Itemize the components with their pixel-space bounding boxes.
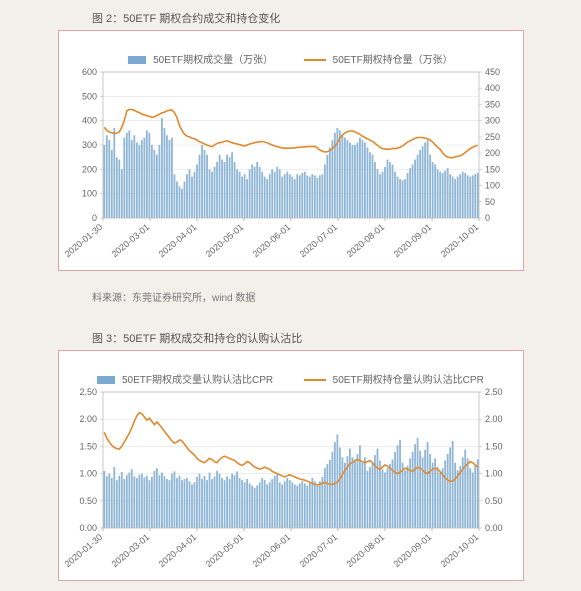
- svg-text:1.50: 1.50: [79, 441, 97, 451]
- fig3-chart: 50ETF期权成交量认购认沽比CPR 50ETF期权持仓量认购认沽比CPR 0.…: [61, 353, 521, 578]
- svg-text:0: 0: [91, 213, 96, 223]
- svg-text:2.00: 2.00: [485, 414, 503, 424]
- fig3-title: 图 3：50ETF 期权成交和持仓的认购认沽比: [0, 326, 581, 350]
- svg-text:2020-08-01: 2020-08-01: [344, 532, 386, 569]
- legend-bar-label: 50ETF期权成交量（万张）: [153, 55, 273, 66]
- svg-text:0.50: 0.50: [79, 496, 97, 506]
- svg-text:2.50: 2.50: [485, 388, 503, 397]
- fig2-title: 图 2：50ETF 期权合约成交和持仓变化: [0, 6, 581, 30]
- svg-text:600: 600: [81, 68, 96, 77]
- fig2-svg: 0 100 200 300 400 500 600 0 50 100 150 200 250 300 350…: [61, 68, 521, 268]
- svg-text:0.50: 0.50: [485, 496, 503, 506]
- svg-text:1.00: 1.00: [485, 469, 503, 479]
- svg-text:2020-07-01: 2020-07-01: [297, 532, 339, 569]
- svg-text:500: 500: [81, 91, 96, 101]
- svg-text:2020-09-01: 2020-09-01: [391, 222, 433, 259]
- legend-line-swatch: [304, 59, 326, 61]
- legend-bar-label: 50ETF期权成交量认购认沽比CPR: [122, 375, 273, 386]
- svg-text:2020-10-01: 2020-10-01: [438, 532, 480, 569]
- svg-text:100: 100: [81, 189, 96, 199]
- svg-text:0.00: 0.00: [485, 523, 503, 533]
- legend-line-label: 50ETF期权持仓量（万张）: [333, 55, 453, 66]
- svg-text:2020-08-01: 2020-08-01: [344, 222, 386, 259]
- svg-text:2020-04-01: 2020-04-01: [156, 222, 198, 259]
- svg-text:2020-05-01: 2020-05-01: [203, 222, 245, 259]
- svg-text:2.50: 2.50: [79, 388, 97, 397]
- svg-text:2020-03-01: 2020-03-01: [109, 532, 151, 569]
- svg-text:2.00: 2.00: [79, 414, 97, 424]
- svg-text:200: 200: [81, 164, 96, 174]
- svg-text:2020-04-01: 2020-04-01: [156, 532, 198, 569]
- svg-text:100: 100: [485, 181, 500, 191]
- svg-text:2020-01-30: 2020-01-30: [62, 532, 104, 569]
- page: 图 2：50ETF 期权合约成交和持仓变化 50ETF期权成交量（万张） 50E…: [0, 0, 581, 581]
- svg-text:2020-06-01: 2020-06-01: [250, 222, 292, 259]
- svg-text:200: 200: [485, 148, 500, 158]
- legend-line-swatch: [304, 379, 326, 381]
- source-text: 料来源：东莞证券研究所，wind 数据: [0, 271, 581, 326]
- svg-text:2020-01-30: 2020-01-30: [62, 222, 104, 259]
- svg-text:2020-07-01: 2020-07-01: [297, 222, 339, 259]
- legend-bar-swatch: [97, 376, 115, 384]
- fig3-legend: 50ETF期权成交量认购认沽比CPR 50ETF期权持仓量认购认沽比CPR: [61, 353, 521, 388]
- svg-text:250: 250: [485, 132, 500, 142]
- svg-text:400: 400: [485, 83, 500, 93]
- fig3-svg: 0.00 0.50 1.00 1.50 2.00 2.50 0.00 0.50 1.00 1.50…: [61, 388, 521, 578]
- fig2-panel: 50ETF期权成交量（万张） 50ETF期权持仓量（万张） 0 100 200 300…: [58, 30, 524, 271]
- svg-text:300: 300: [485, 116, 500, 126]
- svg-text:300: 300: [81, 140, 96, 150]
- svg-text:400: 400: [81, 116, 96, 126]
- svg-text:2020-09-01: 2020-09-01: [391, 532, 433, 569]
- svg-text:2020-05-01: 2020-05-01: [203, 532, 245, 569]
- svg-text:0: 0: [485, 213, 490, 223]
- svg-text:2020-10-01: 2020-10-01: [438, 222, 480, 259]
- fig3-panel: 50ETF期权成交量认购认沽比CPR 50ETF期权持仓量认购认沽比CPR 0.…: [58, 350, 524, 581]
- svg-text:1.00: 1.00: [79, 469, 97, 479]
- svg-text:150: 150: [485, 164, 500, 174]
- svg-text:2020-06-01: 2020-06-01: [250, 532, 292, 569]
- legend-bar-swatch: [128, 56, 146, 64]
- fig2-chart: 50ETF期权成交量（万张） 50ETF期权持仓量（万张） 0 100 200 300…: [61, 33, 521, 268]
- svg-text:1.50: 1.50: [485, 441, 503, 451]
- svg-text:450: 450: [485, 68, 500, 77]
- svg-text:0.00: 0.00: [79, 523, 97, 533]
- legend-line-label: 50ETF期权持仓量认购认沽比CPR: [333, 375, 484, 386]
- svg-text:2020-03-01: 2020-03-01: [109, 222, 151, 259]
- svg-text:350: 350: [485, 99, 500, 109]
- svg-text:50: 50: [485, 197, 495, 207]
- fig2-legend: 50ETF期权成交量（万张） 50ETF期权持仓量（万张）: [61, 33, 521, 68]
